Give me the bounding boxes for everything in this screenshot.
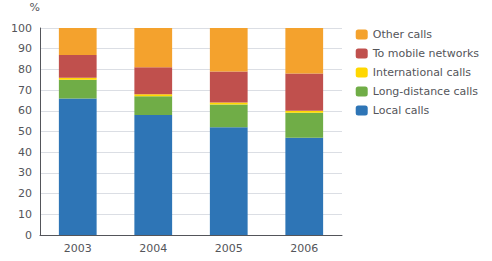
svg-text:Long-distance calls: Long-distance calls — [373, 85, 479, 98]
svg-text:2003: 2003 — [64, 242, 92, 255]
svg-text:20: 20 — [18, 187, 32, 200]
svg-text:Local calls: Local calls — [373, 104, 430, 117]
svg-text:Other calls: Other calls — [373, 28, 433, 41]
svg-text:%: % — [30, 1, 40, 14]
svg-text:International calls: International calls — [373, 66, 472, 79]
svg-text:50: 50 — [18, 125, 32, 138]
svg-text:10: 10 — [18, 208, 32, 221]
svg-text:2005: 2005 — [215, 242, 243, 255]
svg-text:80: 80 — [18, 63, 32, 76]
svg-text:0: 0 — [25, 229, 32, 242]
svg-text:70: 70 — [18, 84, 32, 97]
svg-text:100: 100 — [11, 22, 32, 35]
svg-text:2004: 2004 — [139, 242, 167, 255]
svg-text:2006: 2006 — [290, 242, 318, 255]
svg-text:40: 40 — [18, 146, 32, 159]
svg-text:90: 90 — [18, 42, 32, 55]
svg-text:To mobile networks: To mobile networks — [372, 47, 480, 60]
svg-text:60: 60 — [18, 104, 32, 117]
svg-text:30: 30 — [18, 166, 32, 179]
